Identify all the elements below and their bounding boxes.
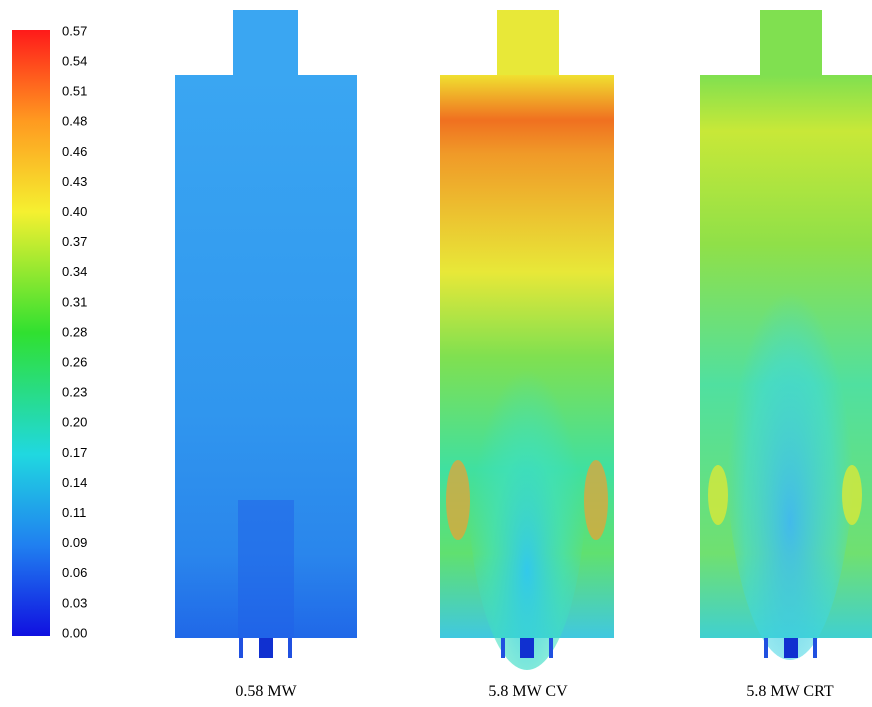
colorbar-label: 0.23: [62, 385, 87, 400]
colorbar-label: 0.06: [62, 565, 87, 580]
contour-panel: [440, 10, 614, 670]
colorbar-label: 0.00: [62, 625, 87, 640]
colorbar-label: 0.34: [62, 264, 87, 279]
colorbar-label: 0.17: [62, 445, 87, 460]
colorbar-label: 0.26: [62, 355, 87, 370]
colorbar-label: 0.31: [62, 294, 87, 309]
colorbar-label: 0.46: [62, 144, 87, 159]
panel-label: 5.8 MW CV: [488, 683, 568, 700]
colorbar-label: 0.48: [62, 114, 87, 129]
colorbar-labels: 0.57 0.54 0.51 0.48 0.46 0.43 0.40 0.37 0.34 0.31…: [62, 23, 87, 640]
panel-label: 0.58 MW: [235, 683, 297, 700]
colorbar-label: 0.03: [62, 595, 87, 610]
contour-panel: [175, 10, 357, 658]
colorbar-label: 0.51: [62, 84, 87, 99]
colorbar-label: 0.09: [62, 535, 87, 550]
colorbar-label: 0.20: [62, 415, 87, 430]
colorbar-label: 0.43: [62, 174, 87, 189]
figure: 0.57 0.54 0.51 0.48 0.46 0.43 0.40 0.37 0.34 0.31…: [0, 0, 872, 707]
colorbar-label: 0.54: [62, 54, 87, 69]
colorbar-label: 0.11: [62, 505, 86, 520]
colorbar-label: 0.40: [62, 204, 87, 219]
contour-panel: [700, 10, 872, 660]
colorbar-label: 0.28: [62, 324, 87, 339]
colorbar-label: 0.14: [62, 475, 87, 490]
panel-label: 5.8 MW CRT: [746, 683, 833, 700]
colorbar-label: 0.37: [62, 234, 87, 249]
colorbar-label: 0.57: [62, 23, 87, 38]
colorbar: [12, 30, 50, 636]
